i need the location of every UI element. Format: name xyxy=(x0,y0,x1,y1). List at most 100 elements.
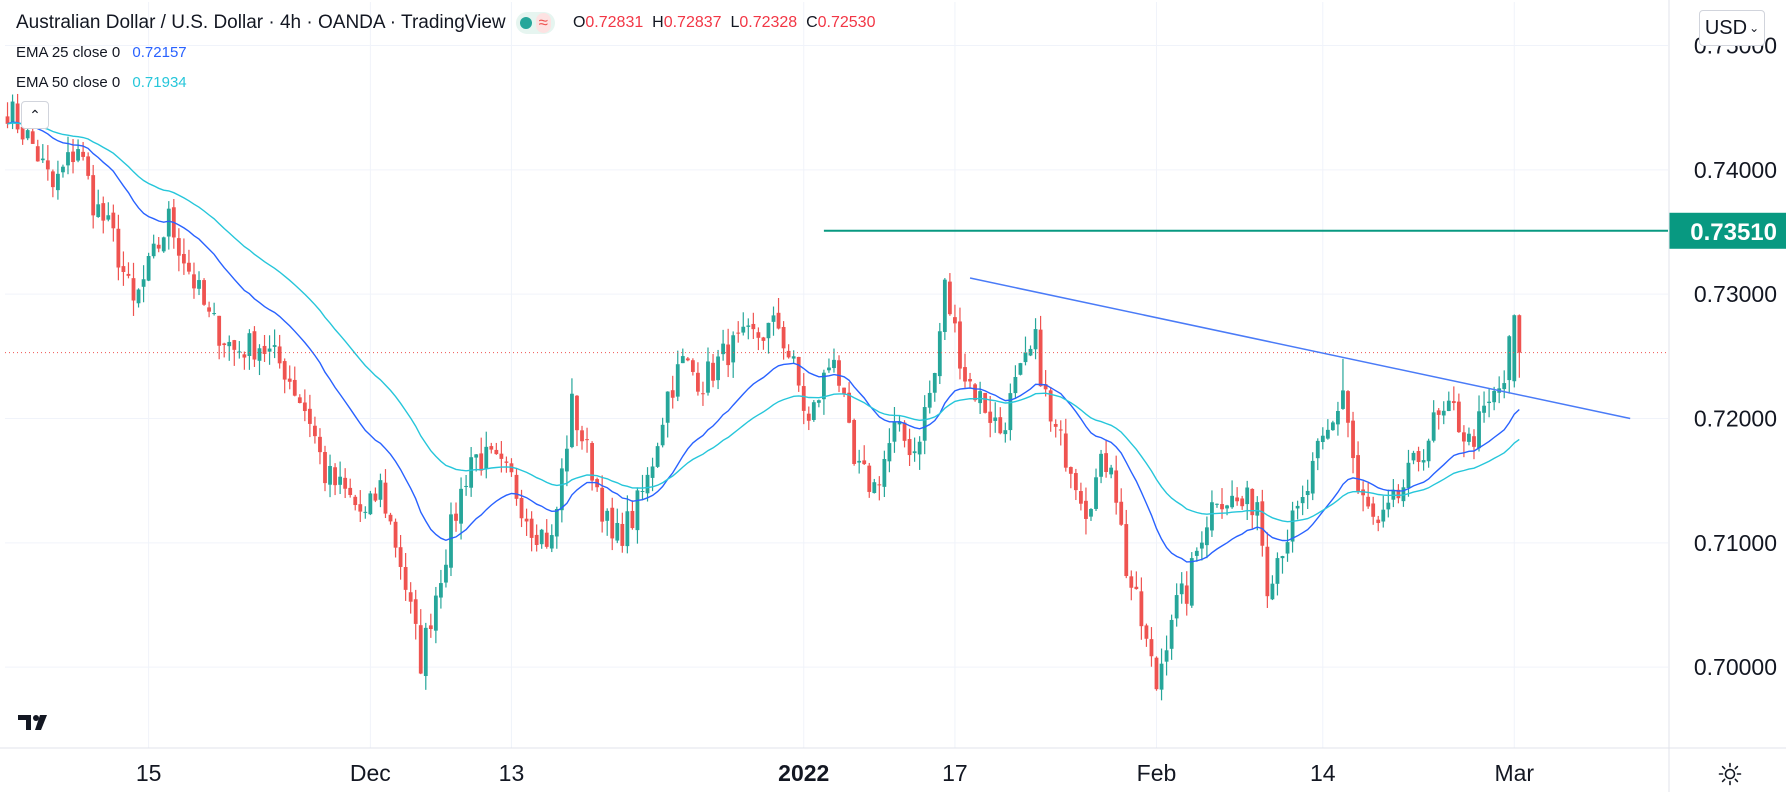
candle-body xyxy=(368,493,373,515)
candle-body xyxy=(1013,376,1018,394)
candle-body xyxy=(1099,453,1103,477)
candle-body xyxy=(156,244,161,249)
x-tick-label: 13 xyxy=(499,760,525,786)
resistance-price-label: 0.73510 xyxy=(1690,219,1777,246)
tradingview-logo-icon[interactable] xyxy=(18,712,54,732)
candle-body xyxy=(1371,503,1376,517)
candle-body xyxy=(1381,509,1386,522)
drawings: 0.73510 xyxy=(5,212,1786,420)
candle-body xyxy=(141,279,146,287)
candle-body xyxy=(1517,315,1522,353)
candle-body xyxy=(116,228,121,268)
candle-body xyxy=(353,496,358,506)
candle-body xyxy=(1265,546,1270,597)
candle-body xyxy=(665,391,670,423)
currency-selector[interactable]: USD ⌄ xyxy=(1699,10,1765,46)
settings-sun-icon[interactable] xyxy=(1718,762,1742,786)
ohlc-high: 0.72837 xyxy=(663,14,722,31)
candle-body xyxy=(680,356,685,364)
candle-body xyxy=(252,331,257,360)
candle-body xyxy=(554,509,559,537)
candle-body xyxy=(746,325,751,327)
candle-body xyxy=(534,534,539,545)
descending-trendline xyxy=(969,277,1631,420)
candle-body xyxy=(272,345,277,347)
candle-body xyxy=(615,522,620,541)
candle-body xyxy=(857,460,862,463)
candle-body xyxy=(151,243,156,257)
candle-body xyxy=(439,583,443,598)
ema50-legend[interactable]: EMA 50 close 0 0.71934 xyxy=(16,74,187,91)
candle-body xyxy=(146,255,151,281)
candle-body xyxy=(635,490,640,531)
candle-body xyxy=(927,392,932,408)
candle-body xyxy=(71,151,75,163)
candle-body xyxy=(847,392,851,423)
candle-body xyxy=(106,215,111,220)
candle-body xyxy=(1134,586,1139,590)
candle-body xyxy=(862,460,867,465)
candle-body xyxy=(670,390,675,398)
symbol-legend[interactable]: Australian Dollar / U.S. Dollar · 4h · O… xyxy=(16,12,875,34)
candle-body xyxy=(801,386,806,411)
ohlc-low: 0.72328 xyxy=(739,14,798,31)
candle-body xyxy=(1310,460,1315,494)
candle-body xyxy=(1451,401,1456,404)
candle-body xyxy=(1063,433,1068,468)
candle-body xyxy=(383,482,388,514)
candle-body xyxy=(176,238,181,256)
chevron-up-icon: ⌃ xyxy=(29,106,41,123)
candle-body xyxy=(590,443,594,481)
candle-body xyxy=(645,474,650,494)
candle-body xyxy=(741,326,746,333)
candle-body xyxy=(1507,336,1512,381)
candle-body xyxy=(1406,462,1411,489)
candle-body xyxy=(388,514,393,522)
x-tick-label: Feb xyxy=(1137,760,1177,786)
candle-body xyxy=(625,511,630,547)
collapse-legend-button[interactable]: ⌃ xyxy=(21,101,49,129)
candle-body xyxy=(655,446,660,467)
candle-body xyxy=(832,359,836,369)
candle-body xyxy=(776,312,781,329)
candle-body xyxy=(25,130,30,139)
candle-body xyxy=(1351,420,1355,459)
ema-lines xyxy=(7,121,1520,563)
candle-body xyxy=(867,465,872,492)
candle-body xyxy=(1179,583,1184,595)
candle-body xyxy=(514,474,519,499)
ema25-legend[interactable]: EMA 25 close 0 0.72157 xyxy=(16,44,187,61)
candle-body xyxy=(1260,501,1265,546)
ohlc-low-key: L xyxy=(730,14,740,31)
candle-body xyxy=(605,510,610,521)
candle-body xyxy=(96,204,101,217)
candle-body xyxy=(161,237,166,252)
candle-body xyxy=(418,625,423,674)
candle-body xyxy=(479,453,484,471)
candle-body xyxy=(393,521,398,548)
candle-body xyxy=(1199,542,1204,549)
candle-body xyxy=(378,480,383,500)
candle-body xyxy=(953,317,957,324)
candle-body xyxy=(91,175,96,216)
candle-body xyxy=(585,439,589,441)
candle-body xyxy=(827,367,831,371)
candle-body xyxy=(126,273,131,276)
x-tick-label: 2022 xyxy=(778,760,829,786)
candle-body xyxy=(1073,473,1078,491)
candle-body xyxy=(1512,315,1517,382)
candle-body xyxy=(1502,383,1507,390)
candle-body xyxy=(685,358,690,361)
status-pill[interactable]: ≈ xyxy=(515,12,555,34)
candle-body xyxy=(1487,401,1492,404)
candle-body xyxy=(816,400,821,403)
candle-body xyxy=(1089,508,1093,517)
candle-body xyxy=(1421,460,1426,463)
candle-body xyxy=(484,446,489,470)
candle-body xyxy=(121,266,126,273)
candle-body xyxy=(1068,467,1073,474)
candle-body xyxy=(897,421,902,425)
candle-body xyxy=(1159,663,1164,690)
